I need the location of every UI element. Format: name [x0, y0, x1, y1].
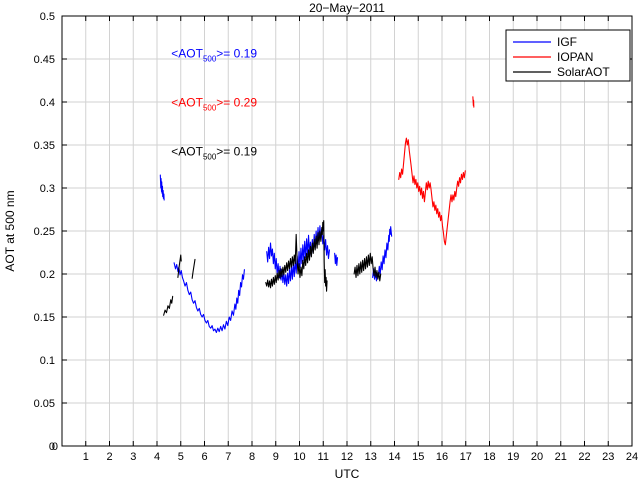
- x-tick-label: 8: [249, 451, 255, 463]
- x-tick-label: 24: [626, 451, 638, 463]
- x-tick-label: 6: [201, 451, 207, 463]
- x-tick-label: 5: [178, 451, 184, 463]
- aot-mean-annotation: <AOT500>= 0.19: [171, 144, 257, 161]
- x-tick-label: 12: [341, 451, 353, 463]
- y-axis-title: AOT at 500 nm: [3, 190, 17, 271]
- y-tick-label: 0.45: [34, 54, 55, 66]
- x-tick-label: 22: [578, 451, 590, 463]
- aot-mean-annotation: <AOT500>= 0.29: [171, 95, 257, 112]
- chart-title: 20−May−2011: [309, 1, 385, 15]
- y-tick-label: 0.4: [40, 97, 55, 109]
- x-tick-label: 7: [225, 451, 231, 463]
- x-tick-label: 21: [555, 451, 567, 463]
- x-tick-label: 19: [507, 451, 519, 463]
- series-segment: [173, 262, 245, 334]
- series-segment: [472, 96, 475, 108]
- x-tick-label: 2: [106, 451, 112, 463]
- series-segment: [159, 174, 165, 201]
- x-tick-label: 20: [531, 451, 543, 463]
- y-tick-label: 0.3: [40, 183, 55, 195]
- x-axis-title: UTC: [335, 467, 360, 480]
- x-tick-label: 16: [436, 451, 448, 463]
- legend-label-iopan[interactable]: IOPAN: [557, 50, 593, 64]
- y-tick-label: 0.35: [34, 140, 55, 152]
- x-tick-label: 15: [412, 451, 424, 463]
- y-tick-label: 0.05: [34, 398, 55, 410]
- x-tick-label: 13: [365, 451, 377, 463]
- x-tick-label: 9: [273, 451, 279, 463]
- x-tick-label: 11: [318, 451, 329, 463]
- x-tick-label: 18: [483, 451, 495, 463]
- series-segment: [177, 254, 182, 278]
- y-tick-labels: 0 0.05 0.1 0.15 0.2 0.25 0.3 0.35 0.4 0.45 0.5: [34, 11, 55, 453]
- data-series-layer: [159, 96, 475, 334]
- x-tick-label: 17: [460, 451, 472, 463]
- series-segment: [398, 137, 466, 246]
- annotations-layer: <AOT500>= 0.19 <AOT500>= 0.29 <AOT500>= 0.…: [171, 46, 257, 161]
- y-tick-label: 0.5: [40, 11, 55, 23]
- series-segment: [372, 226, 393, 282]
- series-segment: [353, 252, 382, 282]
- y-tick-label: 0.2: [40, 269, 55, 281]
- y-tick-label: 0: [49, 441, 55, 453]
- x-tick-label: 1: [83, 451, 89, 463]
- series-iopan: [398, 96, 475, 246]
- x-tick-labels: 1 2 3 4 5 6 7 8 9 10 11 12 13 14 15 16 17 18 19 20 21 22 23 240: [52, 441, 638, 463]
- x-tick-label: 23: [602, 451, 614, 463]
- x-tick-label: 14: [388, 451, 400, 463]
- series-segment: [163, 295, 174, 316]
- y-tick-label: 0.15: [34, 312, 55, 324]
- series-segment: [191, 258, 196, 279]
- series-segment: [265, 220, 328, 292]
- x-tick-label: 3: [130, 451, 136, 463]
- aot-mean-annotation: <AOT500>= 0.19: [171, 46, 257, 63]
- legend-label-igf[interactable]: IGF: [557, 35, 577, 49]
- series-solaraot: [163, 220, 382, 316]
- x-tick-label: 10: [293, 451, 305, 463]
- y-tick-label: 0.25: [34, 226, 55, 238]
- y-tick-label: 0.1: [40, 355, 55, 367]
- series-segment: [334, 252, 339, 266]
- x-origin-label: 0: [52, 441, 58, 453]
- axis-ticks: [61, 15, 633, 447]
- legend-label-solaraot[interactable]: SolarAOT: [557, 65, 610, 79]
- x-tick-label: 4: [154, 451, 160, 463]
